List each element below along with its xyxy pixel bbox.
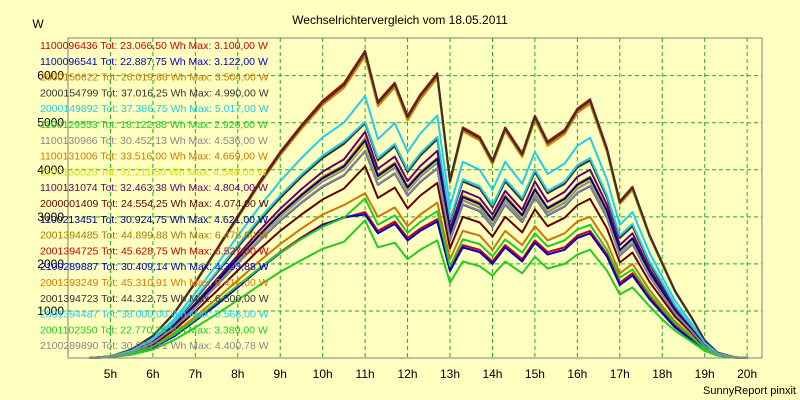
x-tick-label: 11h [356,367,375,381]
legend-entry-19: 2100289890 Tot: 30.035,71 Wh Max: 4.400,… [40,340,269,352]
x-tick-label: 10h [313,367,333,381]
y-tick-label: 5000 [37,116,64,130]
y-tick-label: 1000 [37,304,64,318]
y-tick-label: 4000 [37,163,64,177]
x-tick-label: 13h [440,367,460,381]
legend-entry-17: 2001394487 Tot: 38.000,00 Wh Max: 5.568,… [40,309,269,321]
series-line-4 [89,120,748,359]
x-tick-label: 7h [189,367,202,381]
x-tick-label: 6h [146,367,159,381]
series-line-18 [89,197,748,359]
series-line-1 [89,213,748,359]
legend: 1100096436 Tot: 23.066,50 Wh Max: 3.100,… [40,40,269,352]
legend-entry-0: 1100096436 Tot: 23.066,50 Wh Max: 3.100,… [40,40,268,52]
legend-entry-5: 1100129553 Tot: 18.122,88 Wh Max: 2.926,… [40,119,268,131]
x-tick-label: 12h [398,367,418,381]
y-tick-label: 3000 [37,210,64,224]
legend-entry-2: 2000150622 Tot: 26.019,88 Wh Max: 3.504,… [40,72,269,84]
chart-title: Wechselrichtervergleich vom 18.05.2011 [292,13,508,27]
x-tick-label: 19h [695,367,715,381]
axis-layer: 5h 6h 7h 8h 9h 10h 11h 12h 13h 14h 15h 16h 17h 18h 19h… [37,69,757,381]
legend-entry-15: 2001393249 Tot: 45.310,91 Wh Max: 6.416,… [40,277,269,289]
series-line-16 [89,51,748,359]
legend-entry-8: 1100130025 Tot: 31.211,50 Wh Max: 4.548,… [40,166,267,178]
legend-entry-9: 1100131074 Tot: 32.463,38 Wh Max: 4.804,… [40,182,268,194]
legend-entry-18: 2001102350 Tot: 22.770,25 Wh Max: 3.389,… [40,324,268,336]
x-tick-label: 14h [482,367,502,381]
legend-entry-3: 2000154799 Tot: 37.016,25 Wh Max: 4.990,… [40,87,269,99]
legend-entry-13: 2001394725 Tot: 45.628,75 Wh Max: 6.527,… [40,245,269,257]
legend-entry-10: 2000001409 Tot: 24.554,25 Wh Max: 4.074,… [40,198,269,210]
series-line-2 [89,192,748,359]
series-line-17 [89,95,748,359]
legend-entry-12: 2001394485 Tot: 44.899,88 Wh Max: 6.478,… [40,230,269,242]
series-line-5 [89,219,748,359]
legend-entry-14: 2100289887 Tot: 30.409,14 Wh Max: 4.393,… [40,261,269,273]
footer-credit: SunnyReport pinxit [703,385,796,397]
y-tick-label: 2000 [37,257,64,271]
legend-entry-7: 1100131006 Tot: 33.516,00 Wh Max: 4.669,… [40,151,268,163]
x-tick-label: 8h [231,367,244,381]
series-line-19 [89,149,748,359]
legend-entry-16: 2001394723 Tot: 44.322,75 Wh Max: 6.500,… [40,293,269,305]
legend-entry-1: 1100096541 Tot: 22.887,75 Wh Max: 3.122,… [40,56,268,68]
y-tick-label: 6000 [37,69,64,83]
x-tick-label: 18h [652,367,672,381]
x-tick-label: 15h [525,367,545,381]
x-tick-label: 16h [567,367,587,381]
legend-entry-11: 1100213451 Tot: 30.924,75 Wh Max: 4.621,… [40,214,268,226]
y-axis-unit-label: W [32,17,44,31]
legend-entry-4: 2000149892 Tot: 37.386,75 Wh Max: 5.017,… [40,103,269,115]
series-line-10 [89,165,748,359]
legend-entry-6: 1100130966 Tot: 30.452,13 Wh Max: 4.536,… [40,135,268,147]
series-line-9 [89,130,748,359]
plot-frame [67,37,763,359]
x-tick-label: 5h [104,367,117,381]
series-layer [89,49,748,359]
series-line-11 [89,139,748,359]
x-tick-label: 20h [737,367,757,381]
x-tick-label: 17h [610,367,630,381]
x-tick-label: 9h [274,367,287,381]
